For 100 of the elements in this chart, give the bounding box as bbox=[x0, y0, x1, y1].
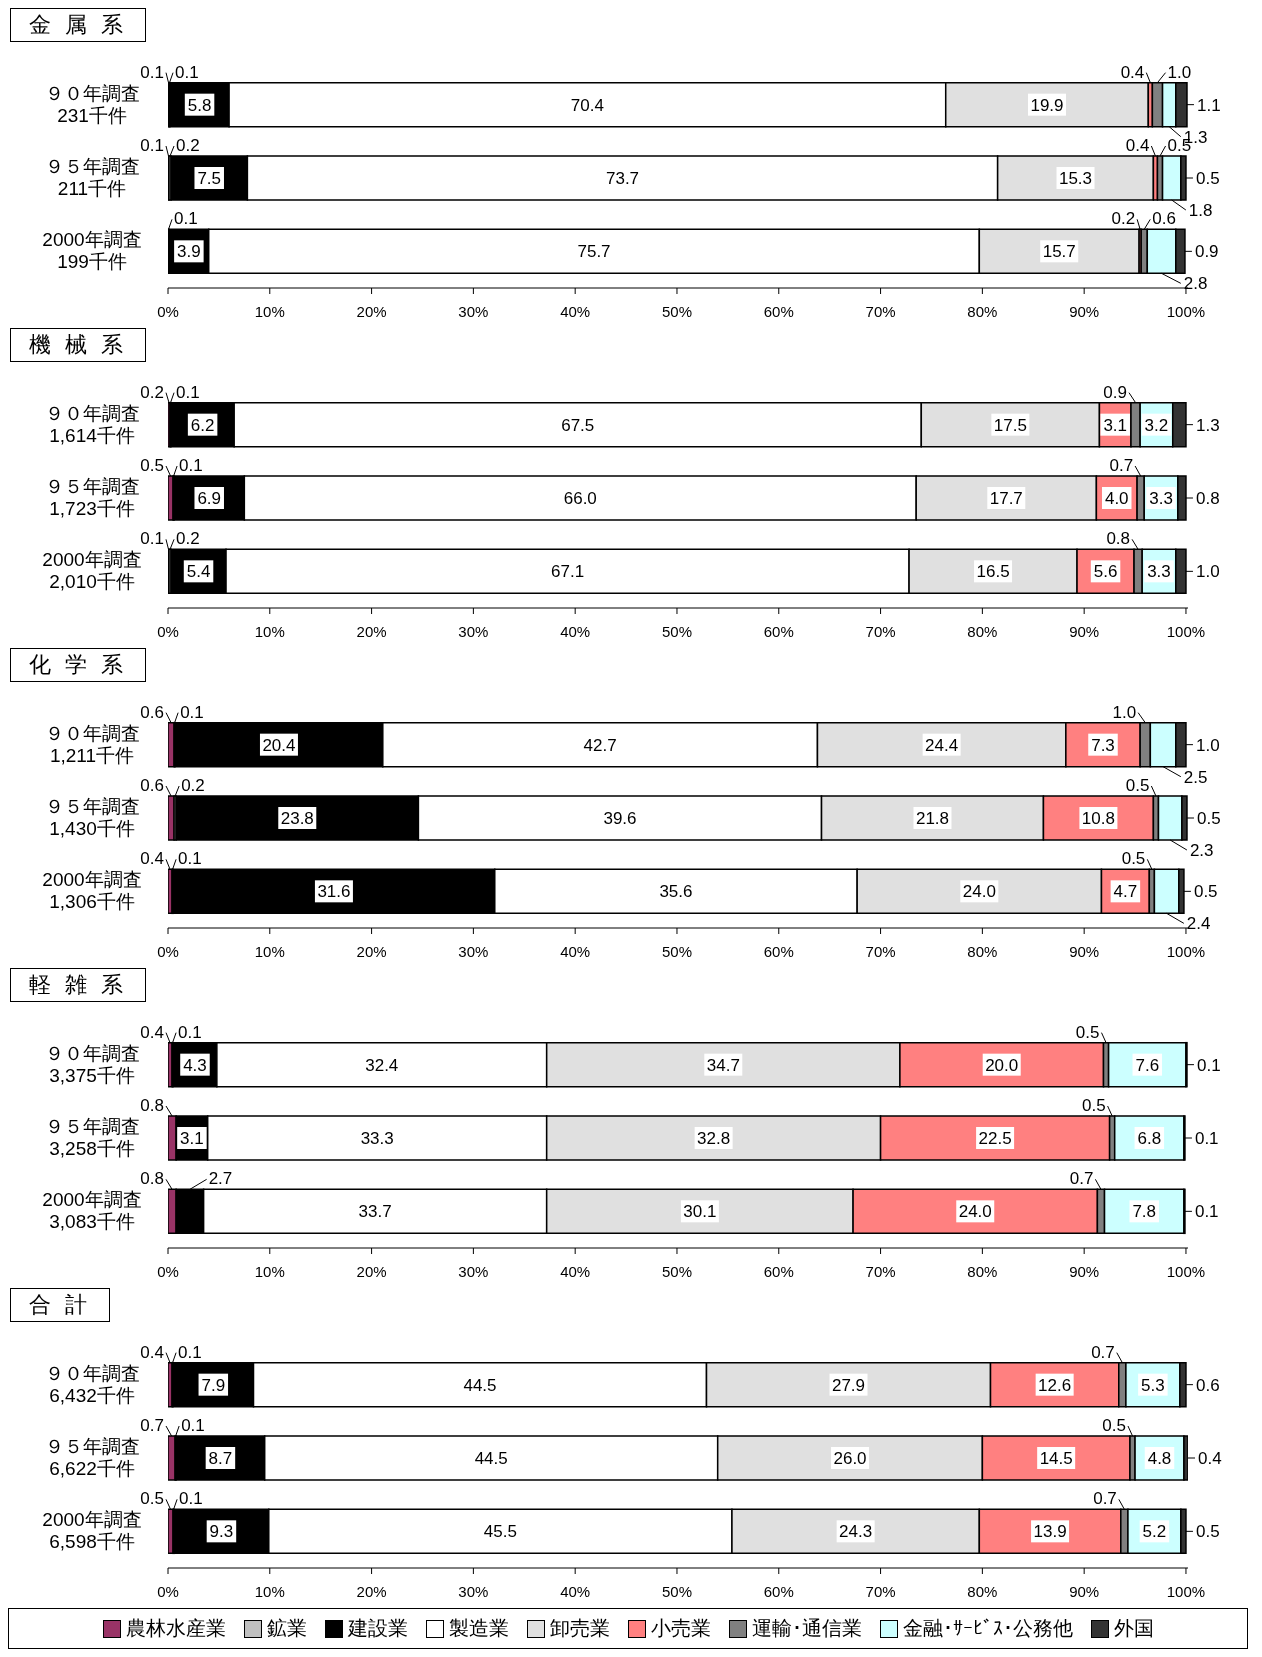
legend-label: 農林水産業 bbox=[124, 1616, 226, 1641]
data-label: 5.6 bbox=[1093, 562, 1118, 582]
x-tick-label: 80% bbox=[967, 622, 998, 640]
data-label: 22.5 bbox=[978, 1129, 1012, 1148]
data-label: 0.4 bbox=[140, 1342, 164, 1362]
x-tick-label: 20% bbox=[356, 1262, 387, 1280]
x-tick-label: 90% bbox=[1069, 942, 1100, 960]
chart-title: 機 械 系 bbox=[10, 328, 147, 362]
data-label: 70.4 bbox=[570, 95, 604, 115]
data-label: 0.1 bbox=[174, 209, 198, 229]
data-label: 0.4 bbox=[1120, 62, 1145, 82]
data-label: 16.5 bbox=[976, 562, 1010, 582]
legend-label: 金融･ｻｰﾋﾞｽ･公務他 bbox=[901, 1616, 1073, 1641]
data-label: 3.3 bbox=[1149, 489, 1173, 508]
data-label: 66.0 bbox=[563, 489, 597, 508]
data-label: 0.2 bbox=[1111, 209, 1136, 229]
data-label: 32.4 bbox=[365, 1055, 399, 1075]
data-label: 30.1 bbox=[683, 1202, 717, 1222]
x-tick-label: 60% bbox=[763, 1582, 794, 1600]
x-tick-label: 80% bbox=[967, 1262, 998, 1280]
data-label: 1.0 bbox=[1167, 62, 1192, 82]
x-tick-label: 10% bbox=[254, 1262, 285, 1280]
data-label: 35.6 bbox=[659, 882, 693, 902]
data-label: 15.7 bbox=[1042, 242, 1076, 262]
data-label: 26.0 bbox=[833, 1449, 867, 1468]
data-label: 45.5 bbox=[483, 1522, 517, 1542]
chart-title: 軽 雑 系 bbox=[10, 968, 147, 1002]
data-label: 7.3 bbox=[1091, 735, 1115, 755]
data-label: 3.2 bbox=[1144, 415, 1169, 435]
data-label: 0.1 bbox=[1194, 1129, 1219, 1148]
x-tick-label: 90% bbox=[1069, 622, 1100, 640]
data-label: 7.6 bbox=[1135, 1055, 1160, 1075]
data-label: 1.3 bbox=[1195, 415, 1220, 435]
x-tick-label: 50% bbox=[661, 1582, 692, 1600]
data-label: 42.7 bbox=[583, 735, 617, 755]
data-label: 0.6 bbox=[1195, 1375, 1220, 1395]
data-label: 0.4 bbox=[140, 849, 164, 869]
x-tick-label: 60% bbox=[763, 1262, 794, 1280]
data-label: 0.8 bbox=[140, 1096, 164, 1115]
data-label: 0.8 bbox=[140, 1169, 164, 1189]
data-label: 0.1 bbox=[181, 1416, 205, 1435]
data-label: 1.0 bbox=[1112, 702, 1137, 722]
data-label: 33.7 bbox=[358, 1202, 392, 1222]
data-label: 31.6 bbox=[317, 882, 351, 902]
data-label: 0.5 bbox=[1081, 1096, 1106, 1115]
data-label: 0.5 bbox=[1193, 882, 1218, 902]
x-tick-label: 40% bbox=[560, 1582, 591, 1600]
data-label: 0.5 bbox=[1125, 776, 1150, 795]
x-tick-label: 30% bbox=[458, 302, 489, 320]
data-label: 2.3 bbox=[1189, 841, 1214, 860]
data-label: 34.7 bbox=[706, 1055, 740, 1075]
data-label: 20.0 bbox=[985, 1055, 1019, 1075]
data-label: 0.5 bbox=[1196, 809, 1221, 828]
data-label: 2.7 bbox=[208, 1169, 233, 1189]
x-tick-label: 100% bbox=[1166, 1262, 1206, 1280]
data-label: 0.6 bbox=[140, 702, 164, 722]
x-tick-label: 20% bbox=[356, 622, 387, 640]
data-label: 20.4 bbox=[262, 735, 296, 755]
data-label: 0.1 bbox=[140, 136, 164, 155]
x-tick-label: 80% bbox=[967, 1582, 998, 1600]
data-label: 75.7 bbox=[577, 242, 611, 262]
x-tick-label: 30% bbox=[458, 622, 489, 640]
data-label: 0.5 bbox=[1195, 169, 1220, 188]
data-label: 0.5 bbox=[1075, 1022, 1100, 1042]
data-label: 0.9 bbox=[1194, 242, 1219, 262]
y-tick-label: 2000年調査 2,010千件 bbox=[42, 549, 142, 593]
x-tick-label: 70% bbox=[865, 622, 896, 640]
x-tick-label: 60% bbox=[763, 942, 794, 960]
data-label: 5.8 bbox=[187, 95, 212, 115]
x-tick-label: 100% bbox=[1166, 942, 1206, 960]
data-label: 5.3 bbox=[1141, 1375, 1165, 1395]
x-tick-label: 40% bbox=[560, 302, 591, 320]
data-label: 0.7 bbox=[1109, 456, 1134, 475]
data-label: 8.7 bbox=[208, 1449, 233, 1468]
data-label: 0.2 bbox=[176, 136, 200, 155]
data-label: 0.1 bbox=[140, 529, 164, 549]
y-tick-label: ９５年調査 3,258千件 bbox=[44, 1116, 140, 1159]
data-label: 39.6 bbox=[603, 809, 637, 828]
x-tick-label: 10% bbox=[254, 302, 285, 320]
chart-title: 金 属 系 bbox=[10, 8, 147, 42]
data-label: 17.5 bbox=[993, 415, 1027, 435]
data-label: 7.8 bbox=[1132, 1202, 1157, 1222]
data-label: 0.5 bbox=[1121, 849, 1146, 869]
data-label: 0.1 bbox=[178, 849, 202, 869]
data-label: 5.4 bbox=[186, 562, 211, 582]
data-label: 4.8 bbox=[1147, 1449, 1172, 1468]
data-label: 3.9 bbox=[177, 242, 201, 262]
data-label: 3.3 bbox=[1147, 562, 1171, 582]
data-label: 24.3 bbox=[839, 1522, 873, 1542]
data-label: 0.5 bbox=[140, 456, 164, 475]
x-tick-label: 70% bbox=[865, 942, 896, 960]
data-label: 7.5 bbox=[197, 169, 222, 188]
data-label: 2.8 bbox=[1183, 274, 1208, 294]
data-label: 17.7 bbox=[989, 489, 1023, 508]
data-label: 27.9 bbox=[831, 1375, 866, 1395]
x-tick-label: 30% bbox=[458, 1262, 489, 1280]
data-label: 0.7 bbox=[1093, 1489, 1117, 1509]
data-label: 0.1 bbox=[140, 62, 164, 82]
data-label: 0.1 bbox=[179, 1489, 203, 1509]
data-label: 0.2 bbox=[181, 776, 205, 795]
